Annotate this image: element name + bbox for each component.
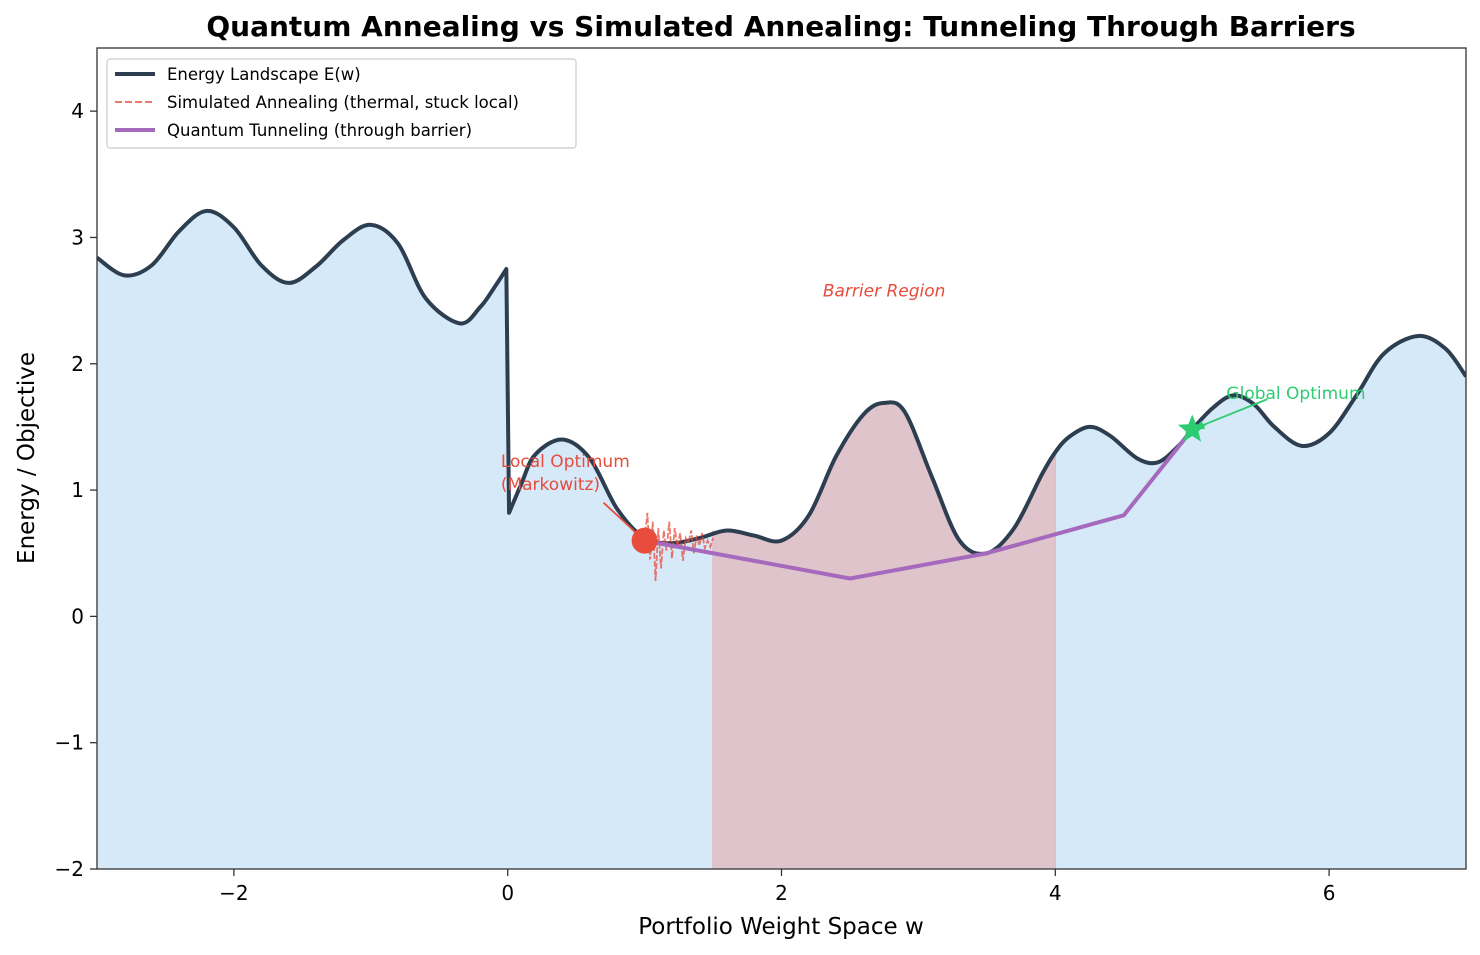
quantum-tunneling-line (644, 428, 1194, 581)
x-tick-label: −2 (219, 881, 248, 905)
energy-fill-area (97, 210, 1466, 869)
legend-label-2: Quantum Tunneling (through barrier) (167, 121, 472, 140)
y-tick-label: 4 (71, 99, 84, 123)
legend: Energy Landscape E(w) Simulated Annealing… (106, 58, 577, 149)
legend-label-0: Energy Landscape E(w) (167, 65, 361, 84)
x-tick-label: 6 (1323, 881, 1336, 905)
x-tick-label: 4 (1049, 881, 1062, 905)
x-tick-label: 2 (775, 881, 788, 905)
legend-box (106, 58, 577, 149)
annotation-0: Barrier Region (823, 282, 946, 302)
annotation-2-arrow (1193, 398, 1268, 430)
annotation-0-line-0: Barrier Region (823, 282, 946, 302)
plot-area: Barrier Region Local Optimum (Markowitz) Gl… (55, 47, 1467, 905)
annotation-1-line-0: Local Optimum (501, 452, 630, 472)
y-tick-label: −2 (55, 857, 84, 881)
y-tick-label: 3 (71, 225, 84, 249)
annotation-1-arrowhead (632, 529, 644, 540)
legend-label-1: Simulated Annealing (thermal, stuck loca… (167, 93, 519, 112)
y-tick-label: −1 (55, 731, 84, 755)
y-tick-label: 0 (71, 604, 84, 628)
global-optimum-marker (1177, 414, 1207, 442)
y-tick-label: 1 (71, 478, 84, 502)
y-axis-label: Energy / Objective (14, 352, 40, 564)
annotation-2-arrowhead (1194, 420, 1206, 430)
y-tick-label: 2 (71, 352, 84, 376)
annotation-1-line-1: (Markowitz) (501, 475, 600, 495)
chart-title: Quantum Annealing vs Simulated Annealing… (206, 10, 1355, 43)
barrier-region (713, 210, 1056, 869)
annotation-2: Global Optimum (1226, 384, 1365, 404)
annotation-2-line-0: Global Optimum (1226, 384, 1365, 404)
simulated-annealing-line (643, 512, 714, 582)
energy-landscape-line (97, 208, 1466, 556)
x-tick-label: 0 (501, 881, 514, 905)
annotation-1: Local Optimum (Markowitz) (501, 452, 630, 495)
x-axis-label: Portfolio Weight Space w (638, 914, 924, 940)
